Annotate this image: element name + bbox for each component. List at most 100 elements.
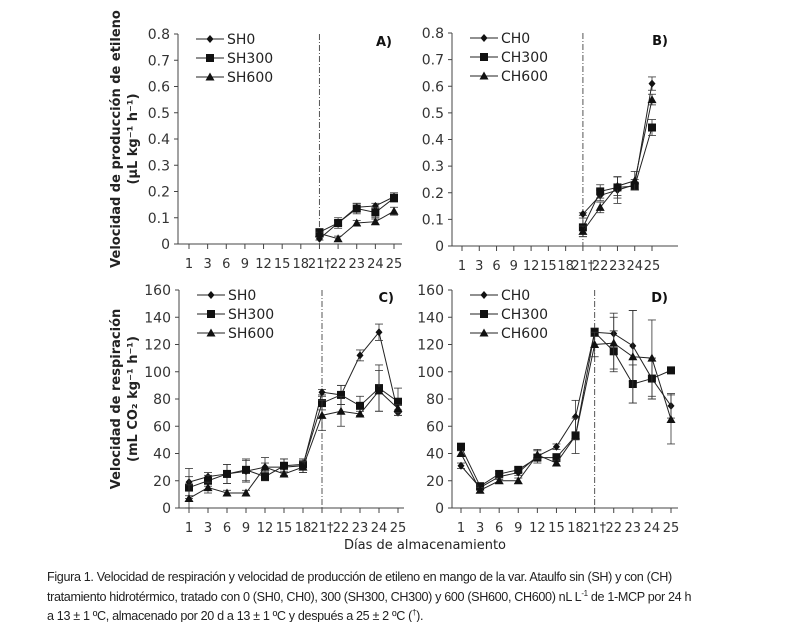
legend-marker-square (207, 310, 215, 318)
legend-label: CH0 (501, 31, 530, 47)
x-tick-label: 24 (626, 259, 643, 274)
y-axis-title: Velocidad de respiración (109, 309, 124, 490)
x-tick-label: 9 (242, 521, 250, 536)
x-tick-label: 1 (457, 521, 465, 536)
legend-label: SH300 (227, 51, 273, 67)
legend-marker-triangle (479, 71, 489, 80)
legend-label: CH0 (501, 288, 530, 304)
panel-a: 0 0.1 0.2 0.3 0.4 0.5 0.6 0.7 0.8 1 3 6 9 12 15 1821†22… (109, 10, 402, 272)
data-point-diamond (356, 351, 364, 360)
series-sh0 (185, 323, 402, 497)
y-tick-label: 120 (417, 338, 444, 354)
y-tick-label: 0.1 (422, 212, 444, 228)
data-point-triangle (314, 229, 324, 237)
y-tick-label: 0.2 (422, 186, 444, 202)
caption-line-1: Figura 1. Velocidad de respiración y vel… (47, 570, 672, 584)
data-point-triangle (336, 406, 346, 415)
x-tick-label: 18 (567, 521, 584, 536)
data-point-triangle (494, 476, 504, 485)
x-tick-label: 21† (310, 521, 334, 536)
data-point-triangle (222, 488, 232, 497)
y-tick-label: 60 (426, 419, 444, 435)
y-tick-label: 0 (162, 501, 171, 517)
legend-label: CH600 (501, 326, 548, 342)
data-point-triangle (374, 386, 384, 395)
data-point-triangle (628, 352, 638, 361)
legend-marker-diamond (207, 291, 215, 299)
x-tick-label: 25 (386, 257, 403, 272)
series-line (582, 99, 653, 232)
data-point-triangle (184, 493, 194, 502)
series-ch600 (456, 310, 676, 494)
y-tick-label: 0.3 (422, 159, 444, 175)
data-point-square (495, 469, 504, 478)
x-tick-label: 15 (540, 259, 557, 274)
series-ch0 (457, 310, 675, 492)
x-tick-label: 12 (255, 257, 272, 272)
data-point-triangle (389, 206, 399, 215)
legend-label: SH300 (228, 307, 274, 323)
x-tick-label: 9 (241, 257, 249, 272)
series-sh600 (314, 206, 399, 243)
y-tick-label: 100 (144, 365, 171, 381)
caption-line-3b: ). (416, 609, 424, 622)
y-tick-label: 0.4 (148, 132, 170, 148)
data-point-triangle (370, 217, 380, 226)
y-tick-label: 140 (144, 310, 171, 326)
data-point-square (204, 476, 212, 485)
x-tick-label: 18 (557, 259, 574, 274)
data-point-triangle (393, 404, 403, 413)
data-point-triangle (352, 218, 362, 227)
data-point-triangle (590, 340, 600, 348)
y-axis-unit: (µL kg⁻¹ h⁻¹) (126, 93, 141, 184)
data-point-diamond (318, 388, 326, 397)
x-tick-label: 1 (185, 257, 193, 272)
panel-d: 0 20 40 60 80 100 120 140 160 1 3 6 9 12 15 18 21† 22 23 24… (417, 283, 679, 536)
y-tick-label: 0.7 (422, 53, 444, 69)
data-point-triangle (609, 338, 619, 347)
x-tick-label: 12 (529, 521, 546, 536)
x-tick-label: 6 (495, 521, 503, 536)
series-line (460, 331, 672, 489)
x-tick-label: 22 (605, 521, 622, 536)
data-point-square (356, 401, 364, 410)
x-tick-label: 6 (492, 259, 500, 274)
x-tick-label: 25 (644, 259, 661, 274)
y-tick-label: 0.3 (148, 158, 170, 174)
x-tick-label: 21† (308, 257, 332, 272)
x-tick-label: 12 (257, 521, 274, 536)
x-tick-label: 15 (274, 257, 291, 272)
series-line (188, 331, 399, 483)
data-point-diamond (371, 201, 379, 210)
series-ch300 (457, 327, 675, 491)
x-tick-label: 25 (663, 521, 680, 536)
legend-label: SH0 (227, 32, 255, 48)
y-tick-label: 140 (417, 310, 444, 326)
y-tick-label: 0 (161, 237, 170, 253)
series-ch600 (578, 93, 657, 238)
x-tick-label: 23 (348, 257, 365, 272)
legend-label: CH300 (501, 307, 548, 323)
y-tick-label: 0.1 (148, 211, 170, 227)
y-tick-label: 160 (417, 283, 444, 299)
x-tick-label: 23 (625, 521, 642, 536)
data-point-triangle (532, 450, 542, 459)
data-point-triangle (279, 469, 289, 478)
data-point-triangle (578, 226, 588, 235)
series-line (188, 390, 399, 499)
y-tick-label: 0.7 (148, 53, 170, 69)
data-point-square (337, 390, 345, 399)
x-tick-label: 22 (592, 259, 609, 274)
caption-sup-2: † (411, 608, 417, 618)
data-point-triangle (241, 488, 251, 497)
data-point-diamond (457, 461, 465, 470)
y-axis-unit: (mL CO₂ kg⁻¹ h⁻¹) (126, 336, 141, 462)
data-point-triangle (630, 176, 640, 185)
x-tick-label: 9 (514, 521, 522, 536)
data-point-triangle (260, 462, 270, 471)
x-tick-label: 24 (644, 521, 661, 536)
y-tick-label: 40 (426, 447, 444, 463)
x-tick-label: 3 (203, 257, 211, 272)
data-point-triangle (456, 449, 466, 457)
